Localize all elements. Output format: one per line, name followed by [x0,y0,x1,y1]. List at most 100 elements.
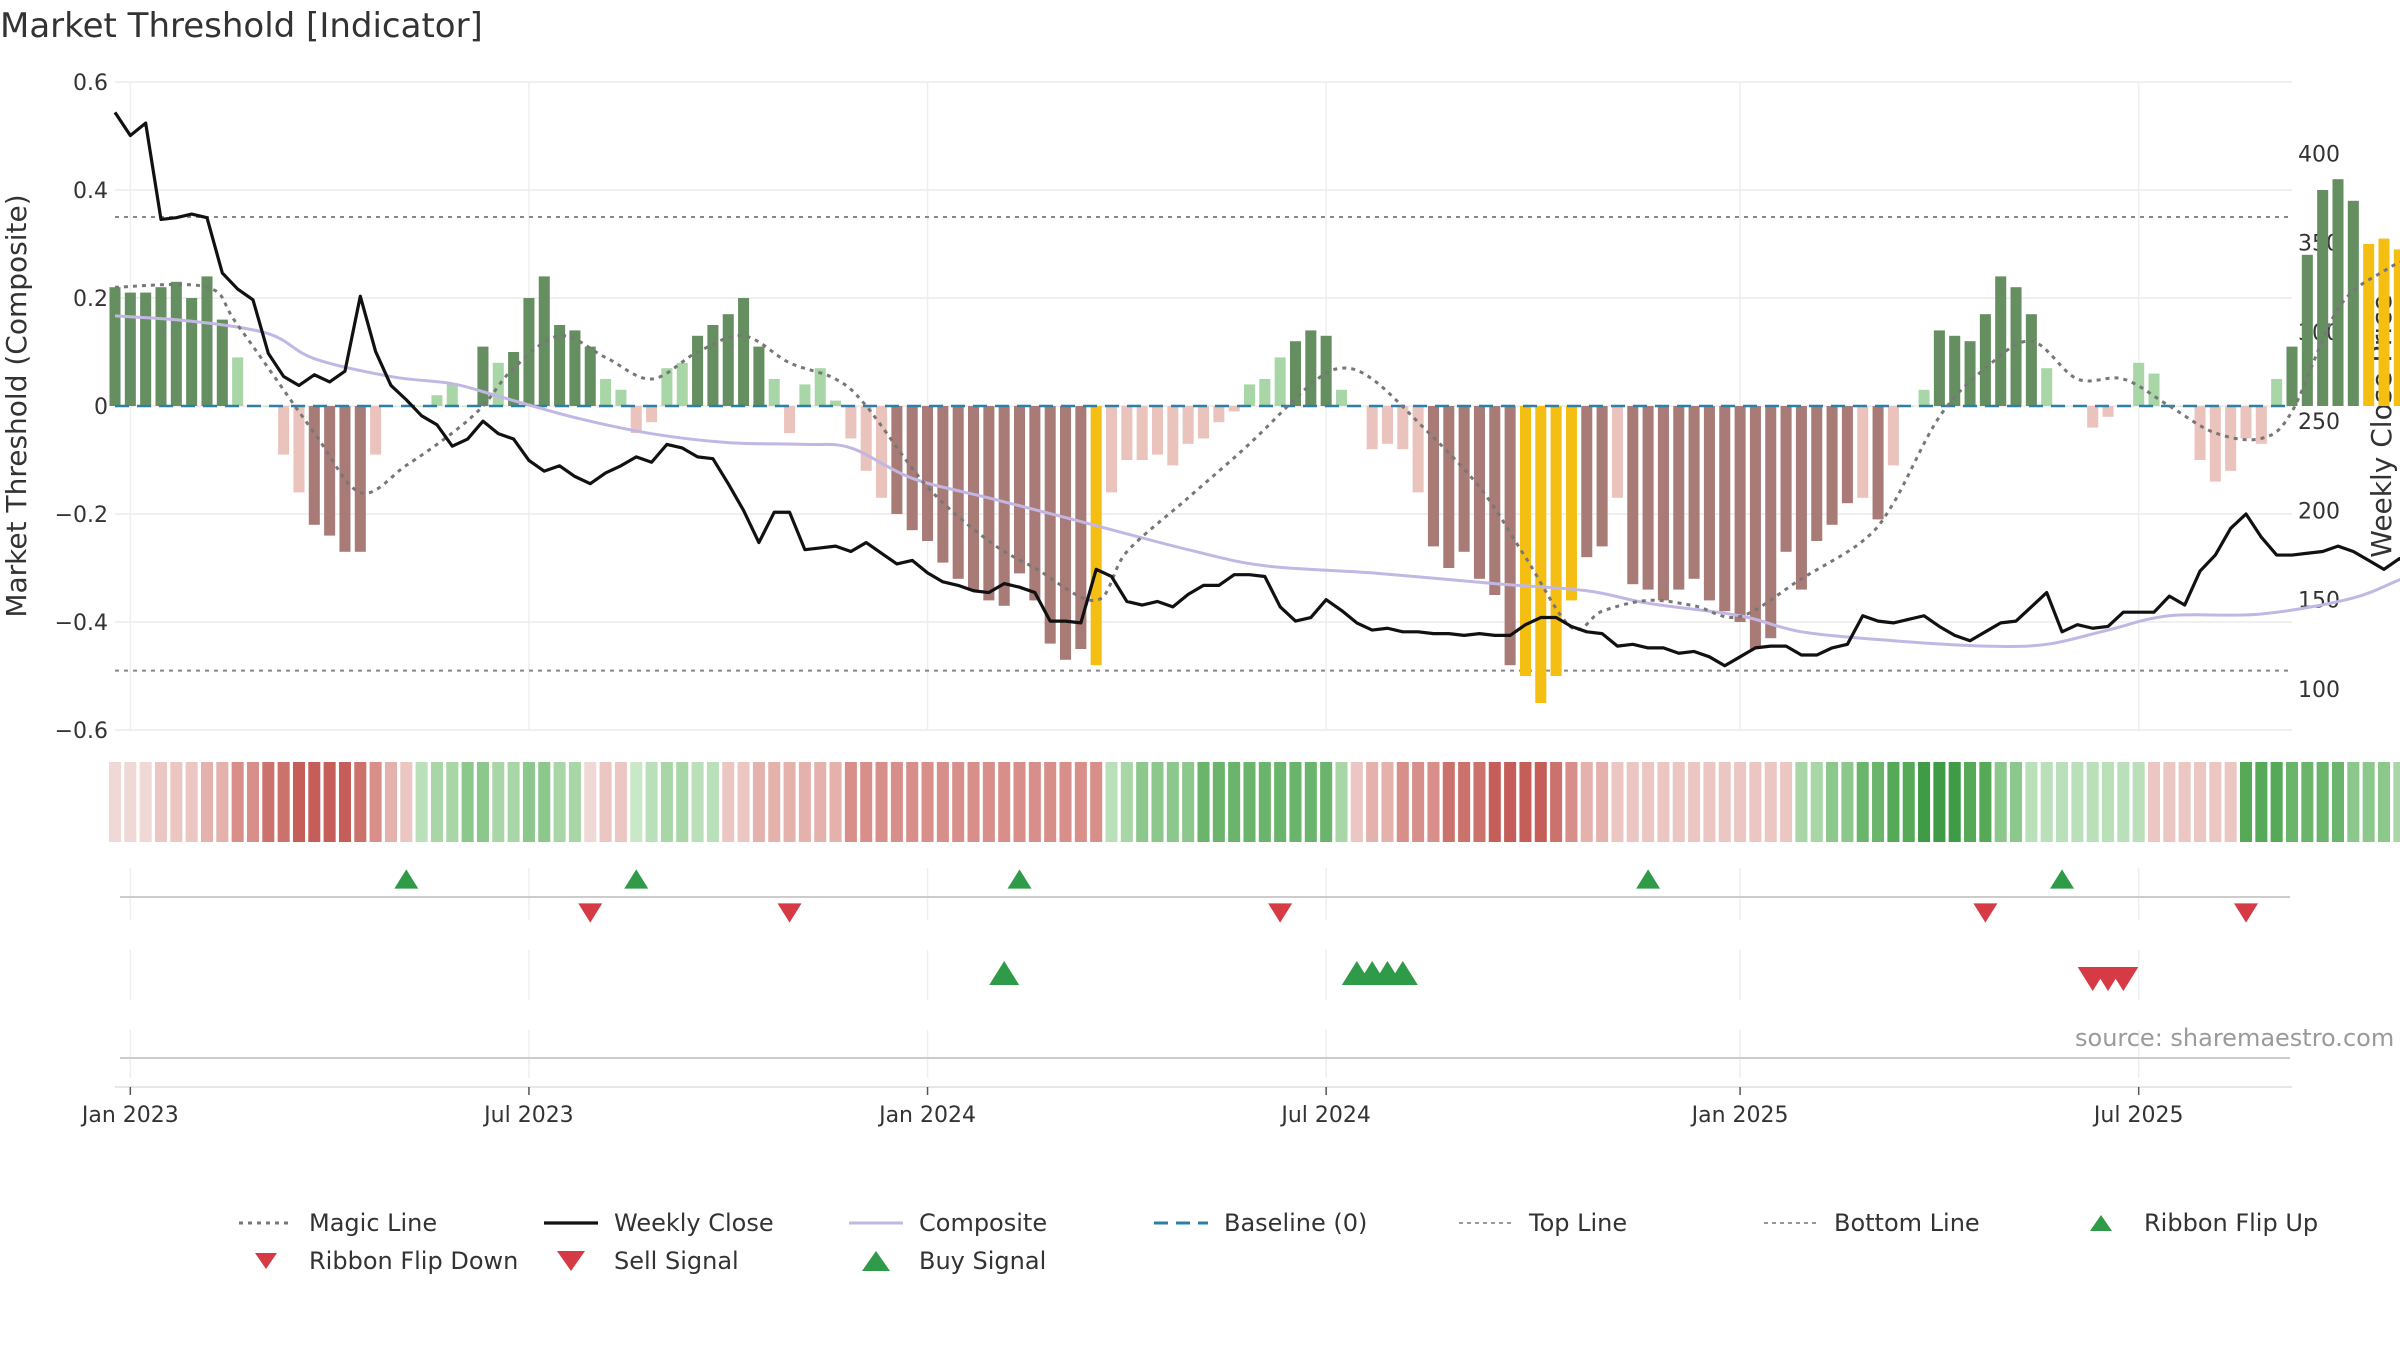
legend-marker-icon [1459,1222,1513,1224]
composite-bar [1627,406,1639,585]
composite-bar [1366,406,1378,450]
x-tick-label: Jan 2023 [80,1103,179,1128]
composite-bar [1044,406,1056,644]
ribbon-cell [952,762,965,842]
ribbon-cell [185,762,198,842]
ribbon-cell [1044,762,1057,842]
ribbon-cell [1258,762,1271,842]
composite-bar [1427,406,1439,547]
composite-bar [937,406,949,563]
ribbon-cell [2193,762,2207,842]
ribbon-cell [292,762,305,842]
composite-bar [1673,406,1685,590]
ribbon-cell [1074,762,1087,842]
ribbon-cell [323,762,336,842]
composite-bar [1642,406,1654,590]
ribbon-cell [2331,762,2345,842]
ribbon-cell [814,762,827,842]
composite-bar [232,357,244,406]
ribbon-cell [108,762,122,842]
weekly-close-line [113,111,2400,668]
ribbon-flip-up-marker [2050,869,2075,889]
composite-bar [1795,406,1807,590]
ribbon-flip-down-marker [777,903,802,923]
composite-bar [2301,254,2313,406]
composite-bar [370,406,382,455]
composite-bar [1887,406,1899,466]
ribbon-cell [1381,762,1394,842]
ribbon-cell [1136,762,1149,842]
chart-canvas: 0.6 0.4 0.2 0 −0.2 −0.4 −0.6 Market Threshold (… [0,71,2400,1128]
composite-bar [1749,406,1761,649]
ribbon-cell [1795,762,1808,842]
ribbon-cell [691,762,704,842]
composite-bar [860,406,872,471]
ribbon-cell [936,762,949,842]
legend-item: Bottom Line [1760,1206,1980,1240]
ribbon-cell [1780,762,1793,842]
ribbon-cell [1320,762,1333,842]
ribbon-cell [1611,762,1624,842]
legend-item: Weekly Close [540,1206,774,1240]
composite-bar [1213,406,1225,423]
chart-title: Market Threshold [Indicator] [0,6,483,46]
composite-line [114,314,2400,649]
composite-bar [814,368,826,406]
legend-item: Composite [845,1206,1047,1240]
y-left-tick-label: 0.4 [73,179,108,204]
source-credit: source: sharemaestro.com [2075,1024,2395,1052]
composite-bar [2240,406,2252,439]
ribbon-cell [1749,762,1762,842]
composite-bar [1243,384,1256,406]
composite-bar [1703,406,1715,601]
composite-bar [1473,406,1485,579]
composite-bar [2102,406,2114,417]
composite-bar [354,406,366,552]
composite-bar [983,406,995,601]
y-left-axis-label: Market Threshold (Composite) [0,194,33,617]
composite-bar [2133,362,2145,406]
composite-bar [738,298,750,406]
composite-bar [1765,406,1777,639]
legend-item: Ribbon Flip Up [2070,1206,2318,1240]
composite-bar [891,406,903,514]
composite-bar [2209,406,2221,482]
ribbon-cell [1366,762,1379,842]
x-tick-label: Jul 2025 [2092,1103,2184,1128]
ribbon-flip-up-marker [624,869,649,889]
composite-bar [1335,389,1347,406]
composite-bar [830,400,842,406]
composite-bar [201,276,213,406]
composite-bar [1872,406,1884,520]
composite-bar [170,281,182,406]
ribbon-cell [1350,762,1363,842]
ribbon-cell [354,762,367,842]
composite-bar [845,406,857,439]
ribbon-cell [783,762,796,842]
ribbon-cell [1396,762,1409,842]
ribbon-cell [1550,762,1563,842]
composite-bar [1841,406,1853,504]
composite-bar [2010,287,2022,406]
ribbon-cell [2086,762,2099,842]
composite-bar [1933,330,1945,406]
sell-signal-marker [2108,967,2139,991]
composite-bar [2286,346,2298,406]
ribbon-cell [2255,762,2268,842]
ribbon-cell [2010,762,2023,842]
composite-bar [922,406,934,541]
ribbon-cell [1933,762,1946,842]
ribbon-cell [1872,762,1885,842]
ribbon-cell [2209,762,2222,842]
ribbon-cell [1519,762,1532,842]
ribbon-cell [752,762,765,842]
composite-bar [1964,341,1976,406]
ribbon-cell [706,762,719,842]
ribbon-cell [2102,762,2115,842]
legend-label: Ribbon Flip Down [309,1247,519,1275]
ribbon-cell [1442,762,1455,842]
composite-bar [1197,406,1210,439]
y-right-tick-label: 250 [2298,410,2340,435]
ribbon-cell [2362,762,2375,842]
ribbon-cell [1688,762,1701,842]
